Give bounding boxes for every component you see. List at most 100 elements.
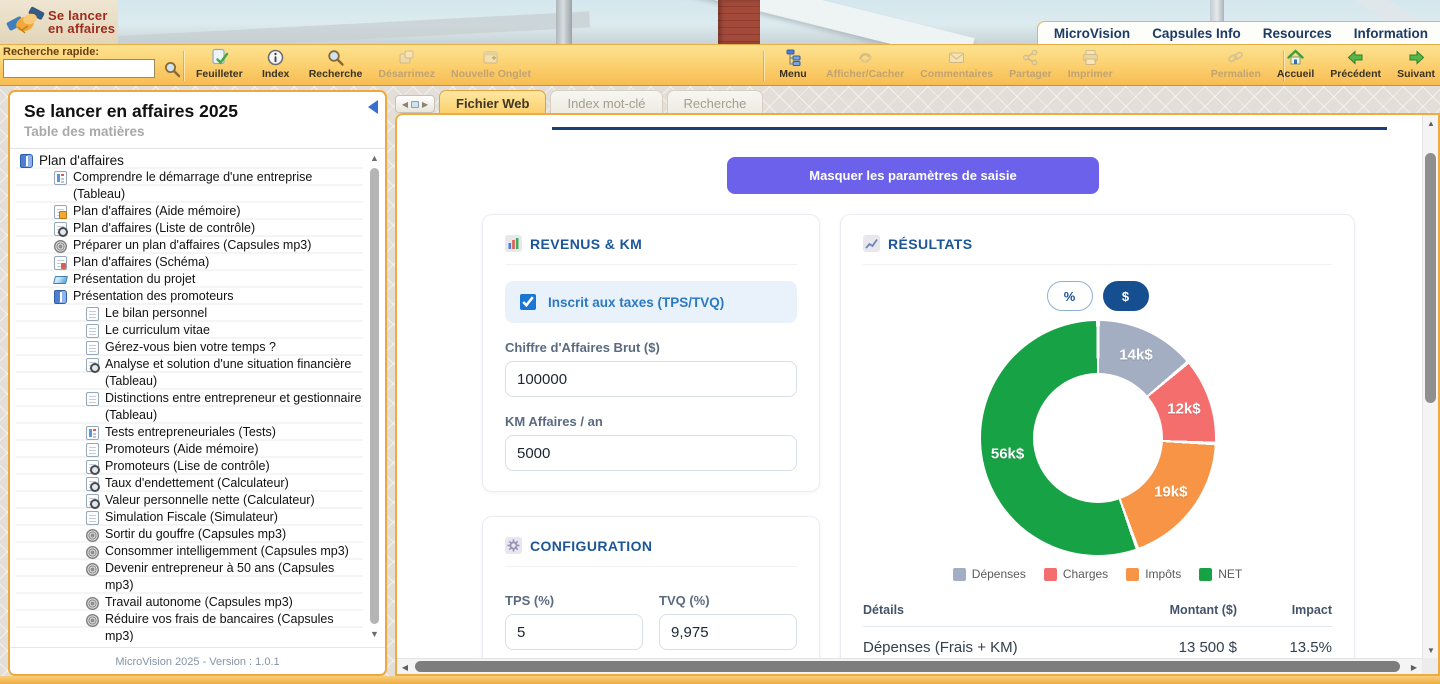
tab-scroller[interactable]: ◀ ▶ <box>395 95 435 113</box>
donut-slice-label: 56k$ <box>990 445 1025 463</box>
recherche-button[interactable]: Recherche <box>308 48 363 80</box>
toc-item[interactable]: Analyse et solution d'une situation fina… <box>16 356 363 390</box>
toc-item-label: Taux d'endettement (Calculateur) <box>105 476 289 490</box>
toc-item[interactable]: Tests entrepreneuriales (Tests) <box>16 424 363 441</box>
scroll-right-icon[interactable]: ▶ <box>1406 659 1422 674</box>
browse-page-icon <box>210 48 229 67</box>
scroll-down-icon[interactable]: ▼ <box>1423 642 1438 658</box>
toc-item[interactable]: Simulation Fiscale (Simulateur) <box>16 509 363 526</box>
button-label: Menu <box>779 68 807 80</box>
toc-item[interactable]: Préparer un plan d'affaires (Capsules mp… <box>16 237 363 254</box>
table-header: Détails <box>863 603 904 617</box>
arrow-left-icon <box>1346 48 1365 67</box>
button-label: Accueil <box>1276 68 1315 80</box>
collapse-sidebar-icon[interactable] <box>368 100 378 114</box>
scrollbar-thumb[interactable] <box>415 661 1400 672</box>
legend-label: Charges <box>1062 567 1109 581</box>
menu-item-information[interactable]: Information <box>1353 25 1428 41</box>
toc-item-label: Plan d'affaires <box>39 153 124 168</box>
tab-index-mot-cle[interactable]: Index mot-clé <box>550 90 663 115</box>
menu-button[interactable]: Menu <box>776 48 810 80</box>
feuilleter-button[interactable]: Feuilleter <box>196 48 243 80</box>
chiffre-affaires-input[interactable] <box>505 361 797 397</box>
audio-icon <box>86 529 99 542</box>
horizontal-scrollbar[interactable]: ◀ ▶ <box>397 658 1422 674</box>
note-icon <box>54 205 67 219</box>
toc-item-label: Distinctions entre entrepreneur et gesti… <box>105 391 362 422</box>
suivant-button[interactable]: Suivant <box>1397 48 1435 80</box>
toc-item[interactable]: Devenir entrepreneur à 50 ans (Capsules … <box>16 560 363 594</box>
scrollbar-thumb[interactable] <box>1425 153 1436 403</box>
tab-fichier-web[interactable]: Fichier Web <box>439 90 547 115</box>
toc-item[interactable]: Consommer intelligemment (Capsules mp3) <box>16 543 363 560</box>
tab-scroll-right-icon[interactable]: ▶ <box>422 99 429 109</box>
audio-icon <box>86 546 99 559</box>
results-table: Détails Montant ($) Impact Dépenses (Fra… <box>863 603 1332 656</box>
toc-item[interactable]: Le bilan personnel <box>16 305 363 322</box>
scrollbar-thumb[interactable] <box>370 168 379 624</box>
scroll-down-icon[interactable]: ▼ <box>370 629 379 639</box>
vertical-scrollbar[interactable]: ▲ ▼ <box>1422 115 1438 658</box>
toc-item[interactable]: Réduire vos frais de bancaires (Capsules… <box>16 611 363 642</box>
toc-item[interactable]: Comprendre le démarrage d'une entreprise… <box>16 169 363 203</box>
tab-scroll-left-icon[interactable]: ◀ <box>401 99 408 109</box>
toc-item[interactable]: Plan d'affaires (Schéma) <box>16 254 363 271</box>
button-label: Afficher/Cacher <box>826 68 905 80</box>
taxes-checkbox-row[interactable]: Inscrit aux taxes (TPS/TVQ) <box>505 281 797 323</box>
toc-item[interactable]: Travail autonome (Capsules mp3) <box>16 594 363 611</box>
toggle-params-button[interactable]: Masquer les paramètres de saisie <box>727 157 1099 194</box>
button-label: Permalien <box>1210 68 1261 80</box>
button-label: Partager <box>1009 68 1052 80</box>
toc-item[interactable]: Sortir du gouffre (Capsules mp3) <box>16 526 363 543</box>
accueil-button[interactable]: Accueil <box>1277 48 1314 80</box>
page-icon <box>86 324 99 338</box>
commentaires-button: Commentaires <box>920 48 993 80</box>
toc-item[interactable]: Plan d'affaires <box>16 152 363 169</box>
scroll-up-icon[interactable]: ▲ <box>1423 115 1438 131</box>
table-cell: 13 500 $ <box>1178 639 1237 656</box>
button-label: Recherche <box>308 68 363 80</box>
menu-item-resources[interactable]: Resources <box>1262 25 1332 41</box>
table-header: Impact <box>1291 603 1332 617</box>
toc-item[interactable]: Distinctions entre entrepreneur et gesti… <box>16 390 363 424</box>
toc-item[interactable]: Taux d'endettement (Calculateur) <box>16 475 363 492</box>
book2-icon <box>53 276 68 284</box>
percent-toggle-button[interactable]: % <box>1046 281 1093 311</box>
toc-item[interactable]: Présentation des promoteurs <box>16 288 363 305</box>
menu-item-microvision[interactable]: MicroVision <box>1053 25 1131 41</box>
share-icon <box>1021 48 1040 67</box>
envelope-icon <box>947 48 966 67</box>
toc-item[interactable]: Le curriculum vitae <box>16 322 363 339</box>
schema-icon <box>54 256 67 270</box>
menu-item-capsules-info[interactable]: Capsules Info <box>1152 25 1241 41</box>
toc-item[interactable]: Promoteurs (Aide mémoire) <box>16 441 363 458</box>
tab-recherche[interactable]: Recherche <box>666 90 764 115</box>
taxes-checkbox-label[interactable]: Inscrit aux taxes (TPS/TVQ) <box>548 294 725 310</box>
tab-list-icon[interactable] <box>411 100 419 108</box>
toc-item[interactable]: Valeur personnelle nette (Calculateur) <box>16 492 363 509</box>
top-menu: MicroVision Capsules Info Resources Info… <box>1036 21 1440 44</box>
km-affaires-input[interactable] <box>505 435 797 471</box>
tvq-input[interactable] <box>659 614 797 650</box>
scroll-up-icon[interactable]: ▲ <box>370 153 379 163</box>
quick-search-input[interactable] <box>3 59 155 78</box>
dollar-toggle-button[interactable]: $ <box>1102 281 1149 311</box>
search-icon[interactable] <box>163 60 181 78</box>
tps-input[interactable] <box>505 614 643 650</box>
index-button[interactable]: Index <box>259 48 293 80</box>
toc-item[interactable]: Présentation du projet <box>16 271 363 288</box>
sidebar-scrollbar[interactable]: ▲ ▼ <box>368 152 381 640</box>
legend-label: Dépenses <box>971 567 1026 581</box>
toc-item[interactable]: Promoteurs (Lise de contrôle) <box>16 458 363 475</box>
info-icon <box>266 48 285 67</box>
scroll-left-icon[interactable]: ◀ <box>397 659 413 674</box>
detach-icon <box>397 48 416 67</box>
divider <box>863 264 1332 265</box>
toc-item[interactable]: Plan d'affaires (Liste de contrôle) <box>16 220 363 237</box>
toc-item[interactable]: Gérez-vous bien votre temps ? <box>16 339 363 356</box>
precedent-button[interactable]: Précédent <box>1330 48 1381 80</box>
printer-icon <box>1081 48 1100 67</box>
calc-icon <box>86 477 100 492</box>
toc-item[interactable]: Plan d'affaires (Aide mémoire) <box>16 203 363 220</box>
taxes-checkbox[interactable] <box>520 294 536 310</box>
